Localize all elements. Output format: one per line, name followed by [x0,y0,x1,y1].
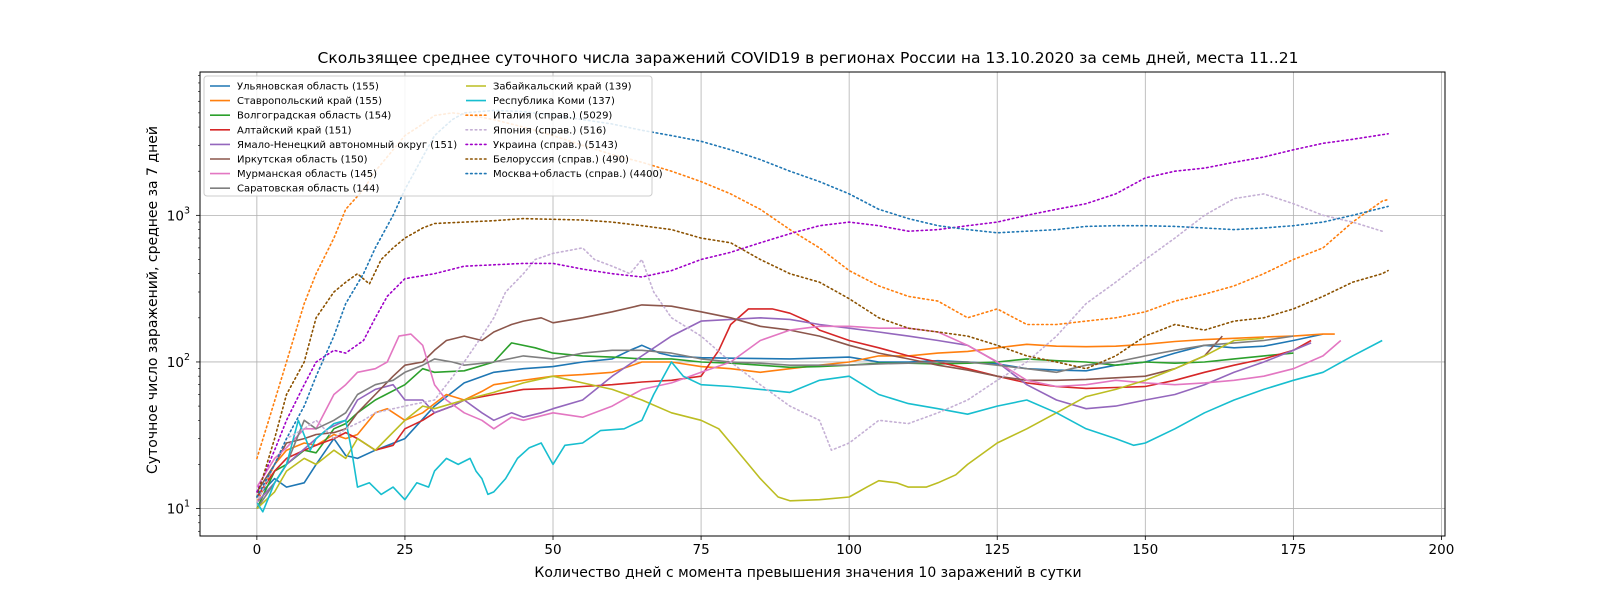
x-tick-label: 0 [253,542,262,558]
series-line-8 [256,335,1294,510]
series-line-5 [256,317,1312,504]
y-axis-label: Суточное число заражений, среднее за 7 д… [145,126,161,474]
x-tick-label: 75 [692,542,709,558]
series-line-12 [256,193,1383,504]
legend-label: Мурманская область (145) [237,169,377,180]
legend-box [203,75,653,197]
series-lines [256,109,1389,513]
plot-frame [199,71,1446,537]
legend-label: Республика Коми (137) [493,96,615,107]
y-tick-label: 103 [167,205,190,224]
legend-label: Алтайский край (151) [237,125,352,136]
x-tick-label: 50 [544,542,561,558]
x-tick-label: 125 [984,542,1010,558]
series-line-11 [256,112,1389,460]
series-line-9 [256,337,1264,510]
legend-label: Украина (справ.) (5143) [493,140,618,151]
y-tick-label: 101 [167,499,190,518]
series-line-15 [256,109,1389,498]
x-tick-label: 200 [1429,542,1455,558]
x-axis-ticks: 0 25 50 75 100 125 150 175 200 [253,536,1455,558]
x-axis-label: Количество дней с момента превышения зна… [534,565,1081,581]
x-tick-label: 150 [1132,542,1158,558]
series-line-2 [256,333,1335,503]
legend-label: Москва+область (справ.) (4400) [493,169,663,180]
legend-label: Саратовская область (144) [237,184,379,195]
legend-label: Забайкальский край (139) [493,82,632,93]
series-line-10 [256,339,1383,513]
series-line-14 [256,217,1389,498]
y-tick-label: 102 [167,352,190,371]
series-line-13 [256,133,1389,493]
legend-label: Ямало-Ненецкий автономный округ (151) [237,140,457,151]
legend-label: Япония (справ.) (516) [493,125,606,136]
legend-label: Ставропольский край (155) [237,96,382,107]
series-line-6 [256,304,1223,493]
chart-title: Скользящее среднее суточного числа зараж… [318,49,1299,67]
x-tick-label: 25 [396,542,413,558]
legend-label: Иркутская область (150) [237,155,368,166]
legend: Ульяновская область (155) Ставропольский … [203,75,663,197]
x-tick-label: 100 [836,542,862,558]
y-axis-ticks: 101 102 103 [167,75,200,532]
legend-label: Белоруссия (справ.) (490) [493,155,629,166]
legend-label: Волгоградская область (154) [237,111,391,122]
legend-label: Ульяновская область (155) [237,82,379,93]
x-tick-label: 175 [1280,542,1306,558]
series-line-7 [256,325,1342,488]
legend-label: Италия (справ.) (5029) [493,111,612,122]
